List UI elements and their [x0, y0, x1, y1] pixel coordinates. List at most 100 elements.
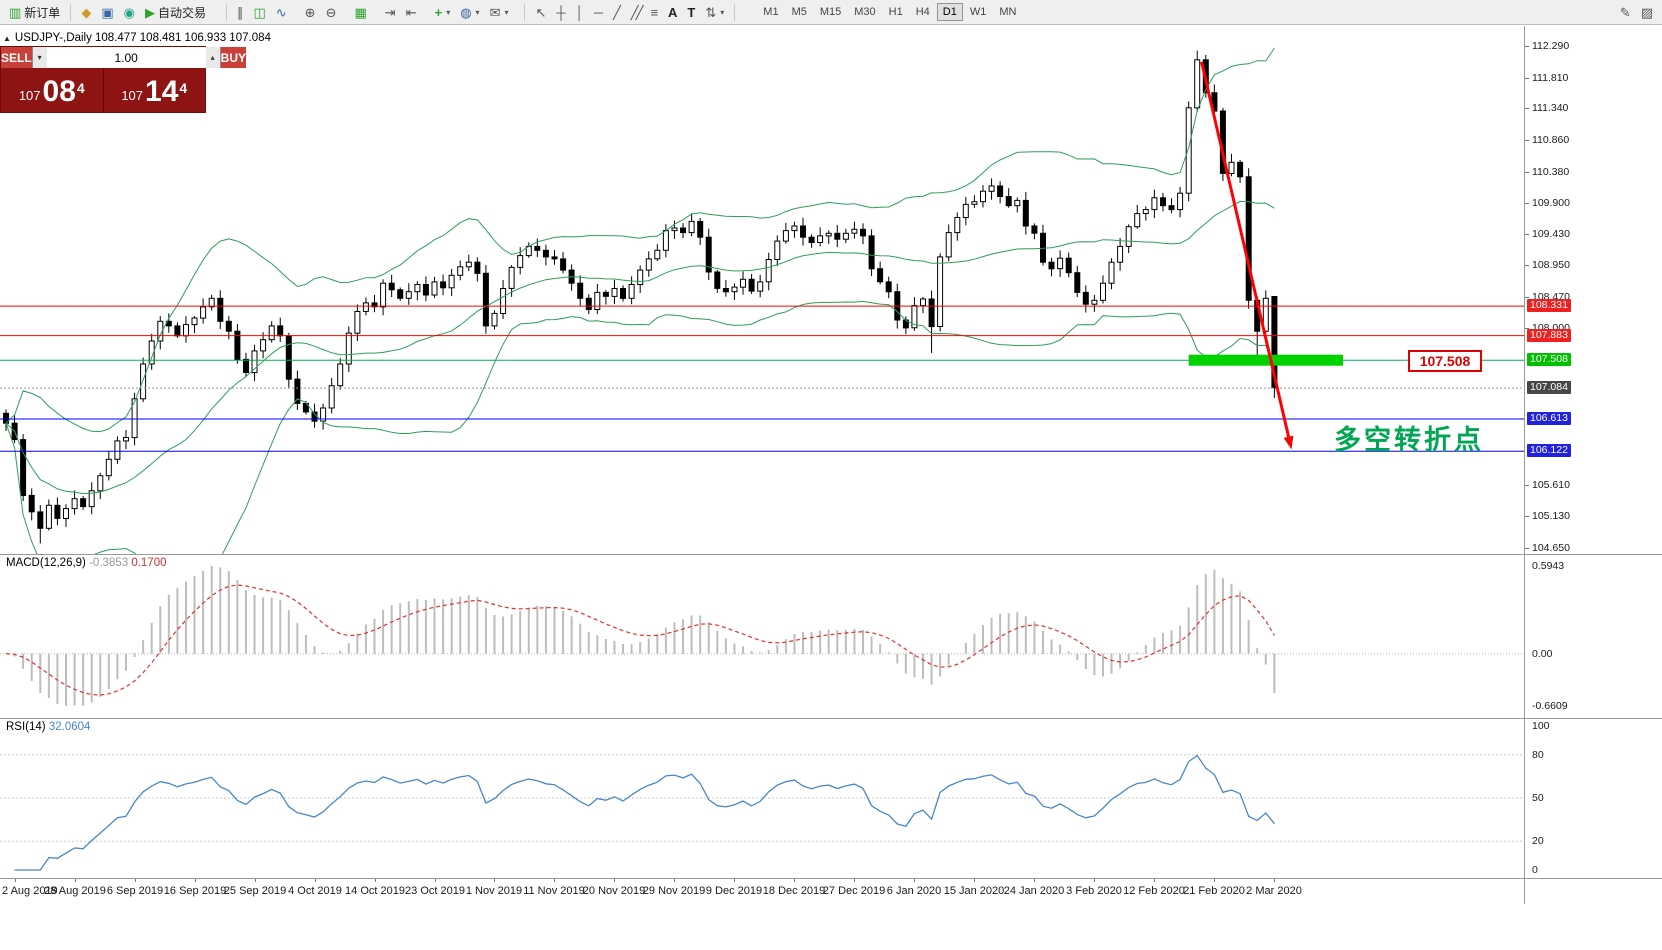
chart-shift-icon: ⇤ [405, 4, 417, 20]
macd-signal-value: 0.1700 [131, 557, 167, 569]
bollinger-upper [5, 47, 1275, 433]
rsi-label: RSI(14) 32.0604 [6, 721, 90, 733]
price-tick: 112.290 [1532, 40, 1570, 52]
date-label: 14 Oct 2019 [345, 885, 405, 897]
timeframe-group: M1 M5 M15 M30 H1 H4 D1 W1 MN [757, 3, 1022, 21]
sell-price-pips: 08 [42, 75, 76, 108]
buy-price-prefix: 107 [121, 88, 144, 104]
data-window-button[interactable]: ▣ [97, 2, 117, 23]
crosshair-tool-button[interactable]: ┼ [552, 2, 569, 23]
arrows-tool-icon: ⇅ [705, 4, 717, 20]
templates-button[interactable]: ◍ ▾ [456, 2, 483, 23]
zoom-out-button[interactable]: ⊖ [322, 2, 341, 23]
objects-button[interactable]: ✉ ▾ [486, 2, 513, 23]
tf-M1[interactable]: M1 [763, 6, 779, 18]
objects-icon: ✉ [489, 4, 501, 20]
rsi-pane-divider[interactable] [0, 718, 1662, 719]
buy-price[interactable]: 107 14 4 [104, 68, 206, 112]
axis-tick-mark [1525, 172, 1529, 173]
buy-price-point: 4 [179, 80, 188, 96]
axis-tick-mark [1525, 108, 1529, 109]
text-tool-icon: A [668, 4, 678, 20]
tf-M15[interactable]: M15 [819, 6, 842, 18]
channel-tool-button[interactable]: ╱╱ [627, 2, 645, 23]
date-axis[interactable]: 2 Aug 2019 28 Aug 2019 6 Sep 2019 16 Sep 20… [0, 878, 1524, 904]
text-tool-button[interactable]: A [664, 2, 681, 23]
axis-tick-mark [734, 878, 735, 882]
price-divider [102, 68, 104, 112]
price-axis[interactable]: 112.290 111.810 111.340 110.860 110.380 109.9… [1524, 26, 1662, 904]
auto-scroll-icon: ⇥ [384, 4, 396, 20]
tf-M5[interactable]: M5 [791, 6, 807, 18]
arrows-tool-button[interactable]: ⇅ ▾ [701, 2, 728, 23]
zoom-in-button[interactable]: ⊕ [301, 2, 320, 23]
rsi-name: RSI(14) [6, 721, 46, 733]
volume-increase-button[interactable]: ▴ [205, 47, 220, 68]
dropdown-arrow-icon: ▾ [720, 7, 725, 17]
turning-point-note[interactable]: 多空转折点 [1334, 425, 1484, 455]
axis-tick-mark [135, 878, 136, 882]
autotrading-button[interactable]: ▶ 自动交易 [141, 2, 210, 23]
axis-tick-mark [375, 878, 376, 882]
trend-arrow[interactable] [1200, 61, 1294, 450]
metaeditor-button[interactable]: ✎ [1616, 2, 1635, 23]
rsi-pane[interactable] [0, 718, 1524, 878]
tf-M30[interactable]: M30 [854, 6, 876, 18]
data-window-icon: ▣ [101, 4, 114, 20]
macd-pane[interactable] [0, 554, 1524, 718]
sell-button[interactable]: SELL [1, 47, 32, 68]
axis-tick-mark [854, 878, 855, 882]
price-tick: 109.900 [1532, 197, 1570, 209]
candlestick-chart-icon: ◫ [253, 4, 266, 20]
trendline-tool-button[interactable]: ╱ [609, 2, 625, 23]
toolbar-separator [524, 3, 526, 21]
sell-price[interactable]: 107 08 4 [1, 68, 103, 112]
navigator-button[interactable]: ◉ [120, 2, 139, 23]
macd-pane-divider[interactable] [0, 554, 1662, 555]
chart-shift-button[interactable]: ⇤ [402, 2, 421, 23]
volume-input[interactable] [46, 47, 206, 68]
highlight-band[interactable] [1188, 354, 1343, 366]
main-chart-plot[interactable] [0, 26, 1524, 554]
buy-button[interactable]: BUY [220, 47, 247, 68]
tf-D1[interactable]: D1 [936, 3, 963, 21]
tile-windows-button[interactable]: ▦ [350, 2, 370, 23]
date-label: 27 Dec 2019 [822, 885, 886, 897]
line-chart-button[interactable]: ∿ [272, 2, 291, 23]
candlestick-chart-button[interactable]: ◫ [249, 2, 269, 23]
auto-scroll-button[interactable]: ⇥ [381, 2, 400, 23]
axis-tick-mark [1525, 485, 1529, 486]
notes-button[interactable]: ▨ [1637, 2, 1657, 23]
label-tool-button[interactable]: T [683, 2, 699, 23]
volume-decrease-button[interactable]: ▾ [32, 47, 47, 68]
bar-chart-button[interactable]: ∥ [233, 2, 248, 23]
tf-W1[interactable]: W1 [969, 6, 987, 18]
market-watch-button[interactable]: ◆ [77, 2, 95, 23]
price-level-label: 107.084 [1527, 381, 1571, 394]
axis-tick-mark [1274, 878, 1275, 882]
date-label: 15 Jan 2020 [943, 885, 1005, 897]
axis-tick-mark [1525, 297, 1529, 298]
new-order-icon: ▥ [9, 4, 22, 20]
axis-tick-mark [1525, 46, 1529, 47]
toolbar-separator [734, 3, 736, 21]
macd-axis-label: 0.00 [1532, 648, 1553, 660]
level-price-tag[interactable]: 107.508 [1408, 350, 1482, 372]
cursor-tool-button[interactable]: ↖ [531, 2, 550, 23]
indicators-button[interactable]: + ▾ [431, 2, 455, 23]
axis-tick-mark [1525, 234, 1529, 235]
bar-chart-icon: ∥ [236, 4, 244, 20]
axis-tick-mark [435, 878, 436, 882]
tf-H1[interactable]: H1 [888, 6, 903, 18]
tf-H4[interactable]: H4 [915, 6, 930, 18]
price-tick: 109.430 [1532, 228, 1570, 240]
new-order-button[interactable]: ▥ 新订单 [5, 2, 64, 23]
volume-control: ▾ ▴ [31, 47, 221, 68]
axis-tick-mark [15, 878, 16, 882]
horizontal-line-tool-button[interactable]: ─ [590, 2, 607, 23]
vertical-line-tool-button[interactable]: │ [572, 2, 588, 23]
fibonacci-tool-button[interactable]: ≡ [646, 2, 662, 23]
rsi-line [14, 754, 1275, 871]
tf-MN[interactable]: MN [999, 6, 1017, 18]
chart-collapse-icon[interactable]: ▲ [3, 33, 11, 43]
